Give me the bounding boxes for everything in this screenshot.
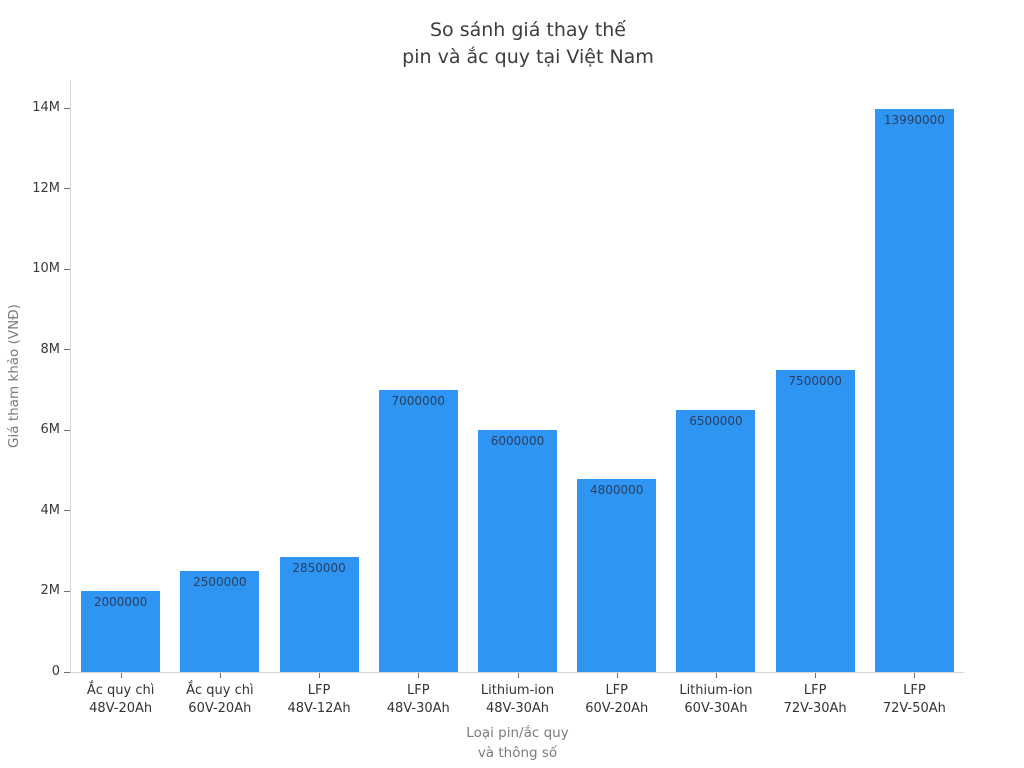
x-category-label-line: LFP <box>605 683 628 698</box>
chart-title: So sánh giá thay thế pin và ắc quy tại V… <box>32 17 1024 71</box>
y-tick-label: 2M <box>40 583 61 599</box>
x-tick-mark <box>715 673 717 678</box>
y-axis-line <box>70 80 71 672</box>
bar[interactable]: 2000000 <box>81 591 161 672</box>
bar[interactable]: 2850000 <box>279 557 359 672</box>
x-axis-title: Loại pin/ắc quy và thông số <box>71 723 964 763</box>
y-tick-mark <box>64 590 70 592</box>
y-tick-label: 14M <box>32 100 60 116</box>
x-category-label-line: LFP <box>307 683 331 698</box>
x-axis-title-line2: và thông số <box>477 745 558 761</box>
bar[interactable]: 13990000 <box>874 108 954 672</box>
x-category-label-line: LFP <box>903 683 926 698</box>
x-category-label: LFP 48V-12Ah <box>259 682 379 717</box>
x-category-label-line: 72V-30Ah <box>783 700 847 716</box>
bar[interactable]: 7000000 <box>378 390 458 672</box>
x-axis-line <box>70 672 964 673</box>
bar-value-label: 6000000 <box>490 434 545 449</box>
y-tick-label: 12M <box>32 180 60 196</box>
y-tick-mark <box>64 429 70 431</box>
x-category-label: Lithium-ion 60V-30Ah <box>656 682 776 717</box>
bar-value-label: 2500000 <box>193 575 247 590</box>
bar-value-label: 4800000 <box>589 482 644 497</box>
bar[interactable]: 2500000 <box>180 571 260 672</box>
bar-value-label: 7000000 <box>391 394 445 409</box>
x-category-label-line: 60V-20Ah <box>585 700 649 716</box>
x-tick-mark <box>219 673 221 678</box>
y-tick-mark <box>64 349 70 351</box>
x-category-label-line: 48V-20Ah <box>89 700 153 716</box>
x-tick-mark <box>120 673 122 678</box>
x-tick-mark <box>319 673 321 678</box>
x-category-label: LFP 48V-30Ah <box>358 682 478 717</box>
bar-value-label: 6500000 <box>689 414 743 429</box>
bar[interactable]: 6500000 <box>676 410 756 672</box>
bar[interactable]: 7500000 <box>775 369 855 672</box>
y-tick-label: 10M <box>32 261 60 277</box>
y-tick-label: 8M <box>40 341 61 357</box>
x-tick-mark <box>418 673 420 678</box>
y-tick-mark <box>64 671 70 673</box>
bar-value-label: 7500000 <box>788 373 842 388</box>
x-category-label-line: 60V-20Ah <box>188 700 252 716</box>
x-category-label: LFP 72V-30Ah <box>755 682 875 717</box>
chart-title-line2: pin và ắc quy tại Việt Nam <box>402 46 654 68</box>
x-category-label-line: Lithium-ion <box>679 683 753 698</box>
bar-value-label: 2000000 <box>93 595 148 610</box>
chart-title-line1: So sánh giá thay thế <box>429 19 626 41</box>
y-tick-label: 0 <box>51 664 60 679</box>
x-category-label: Ắc quy chì 60V-20Ah <box>160 682 280 717</box>
y-tick-mark <box>64 107 70 109</box>
bar-value-label: 13990000 <box>883 112 945 127</box>
x-category-label: Ắc quy chì 48V-20Ah <box>61 682 181 717</box>
x-category-label-line: Lithium-ion <box>480 683 555 698</box>
x-category-label-line: 48V-30Ah <box>386 700 450 716</box>
x-category-label-line: LFP <box>406 683 430 698</box>
x-category-label: LFP 60V-20Ah <box>557 682 677 717</box>
x-category-label-line: 48V-12Ah <box>287 700 351 716</box>
bar[interactable]: 6000000 <box>478 430 557 672</box>
x-category-label-line: 48V-30Ah <box>485 700 550 716</box>
x-category-label-line: 72V-50Ah <box>882 700 946 716</box>
y-tick-label: 6M <box>40 422 61 438</box>
y-tick-label: 4M <box>40 502 61 518</box>
x-category-label: LFP 72V-50Ah <box>854 682 974 717</box>
x-category-label-line: Ắc quy chì <box>86 683 155 698</box>
bar-value-label: 2850000 <box>292 561 346 576</box>
bar[interactable]: 4800000 <box>577 478 657 672</box>
x-category-label-line: LFP <box>803 683 827 698</box>
x-category-label: Lithium-ion 48V-30Ah <box>458 682 578 717</box>
x-tick-mark <box>914 673 916 678</box>
x-axis-title-line1: Loại pin/ắc quy <box>466 725 569 741</box>
y-tick-mark <box>64 510 70 512</box>
x-category-label-line: 60V-30Ah <box>684 700 748 716</box>
x-tick-mark <box>616 673 618 678</box>
y-tick-mark <box>64 188 70 190</box>
y-tick-mark <box>64 268 70 270</box>
x-category-label-line: Ắc quy chì <box>186 683 254 698</box>
x-tick-mark <box>815 673 817 678</box>
x-tick-mark <box>517 673 519 678</box>
